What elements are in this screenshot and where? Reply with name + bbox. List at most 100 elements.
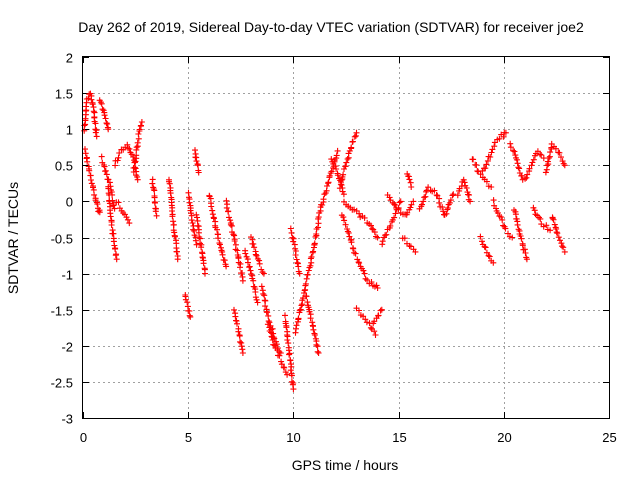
data-point bbox=[340, 191, 347, 198]
data-point bbox=[368, 222, 374, 229]
data-point bbox=[296, 270, 303, 277]
data-point bbox=[187, 207, 194, 214]
data-point bbox=[173, 248, 180, 255]
data-point bbox=[246, 263, 253, 270]
data-point bbox=[473, 162, 480, 168]
data-point bbox=[92, 120, 99, 127]
data-point bbox=[524, 171, 531, 178]
data-point bbox=[502, 129, 509, 136]
data-point bbox=[288, 372, 295, 379]
data-point bbox=[538, 152, 545, 158]
data-point bbox=[550, 216, 557, 223]
data-point bbox=[114, 157, 121, 164]
data-point bbox=[344, 156, 351, 162]
y-tick-label: -3 bbox=[61, 412, 73, 427]
data-point bbox=[102, 167, 109, 174]
data-point bbox=[479, 238, 485, 245]
data-point bbox=[353, 129, 360, 136]
data-point bbox=[310, 326, 317, 333]
data-point bbox=[361, 214, 368, 221]
data-point bbox=[258, 283, 265, 290]
data-point bbox=[86, 167, 93, 174]
data-point bbox=[98, 153, 105, 160]
data-point bbox=[522, 250, 529, 256]
data-point bbox=[311, 240, 318, 247]
data-point bbox=[531, 207, 538, 214]
data-point bbox=[134, 173, 141, 180]
data-point bbox=[440, 208, 447, 215]
data-point bbox=[558, 240, 565, 247]
data-point bbox=[252, 251, 259, 258]
data-point bbox=[314, 343, 321, 350]
data-point bbox=[221, 257, 228, 264]
data-point bbox=[371, 328, 378, 335]
data-point bbox=[392, 210, 399, 217]
data-point bbox=[367, 324, 374, 331]
data-point bbox=[187, 313, 194, 320]
data-point bbox=[460, 176, 467, 183]
x-tick-label: 10 bbox=[286, 430, 300, 445]
data-point bbox=[420, 198, 427, 205]
data-point bbox=[102, 115, 109, 122]
data-point bbox=[276, 352, 283, 359]
data-point bbox=[396, 199, 403, 206]
data-point bbox=[256, 257, 263, 264]
data-point bbox=[278, 358, 285, 365]
data-point bbox=[256, 260, 263, 267]
data-point bbox=[308, 253, 315, 260]
data-point bbox=[126, 220, 133, 227]
y-tick-label: -2.5 bbox=[51, 376, 73, 391]
data-point bbox=[336, 185, 343, 192]
data-point bbox=[387, 222, 394, 229]
data-point bbox=[130, 153, 137, 160]
data-point bbox=[377, 307, 384, 314]
x-axis-ticks: 0 5 10 15 20 25 bbox=[80, 57, 617, 445]
data-point bbox=[238, 343, 245, 350]
data-point bbox=[307, 315, 314, 322]
data-point bbox=[485, 252, 492, 259]
data-point bbox=[545, 155, 552, 161]
data-point bbox=[227, 221, 234, 228]
y-tick-label: -1 bbox=[61, 268, 73, 283]
data-point bbox=[287, 225, 294, 232]
data-point bbox=[509, 234, 516, 241]
data-point bbox=[115, 199, 122, 206]
data-point bbox=[305, 267, 312, 274]
data-point bbox=[297, 306, 304, 313]
data-point bbox=[386, 194, 393, 201]
data-point bbox=[351, 133, 358, 140]
data-point bbox=[463, 185, 470, 191]
data-point bbox=[352, 132, 359, 139]
chart-title: Day 262 of 2019, Sidereal Day-to-day VTE… bbox=[78, 19, 584, 35]
data-point bbox=[111, 242, 118, 249]
data-point bbox=[561, 248, 568, 255]
data-point bbox=[559, 158, 566, 165]
data-point bbox=[540, 223, 547, 230]
data-point bbox=[339, 188, 346, 195]
x-tick-label: 25 bbox=[602, 430, 616, 445]
data-point bbox=[553, 225, 560, 232]
data-point bbox=[483, 178, 490, 185]
data-point bbox=[436, 199, 443, 206]
data-point bbox=[111, 205, 118, 212]
data-point bbox=[106, 191, 113, 198]
data-point bbox=[337, 181, 344, 188]
data-point bbox=[551, 221, 558, 228]
data-point bbox=[223, 263, 230, 270]
data-point bbox=[412, 248, 419, 255]
data-point bbox=[523, 256, 530, 263]
data-point bbox=[338, 177, 345, 184]
data-point bbox=[245, 259, 251, 266]
data-point bbox=[281, 364, 288, 371]
data-point bbox=[490, 259, 497, 266]
y-tick-label: 0 bbox=[66, 195, 73, 210]
data-point bbox=[239, 277, 246, 284]
data-point bbox=[320, 196, 327, 203]
data-point bbox=[98, 100, 105, 107]
x-tick-label: 20 bbox=[497, 430, 511, 445]
data-point bbox=[519, 242, 526, 249]
data-point bbox=[260, 290, 267, 297]
data-point bbox=[371, 318, 378, 325]
data-point bbox=[197, 240, 203, 247]
data-point bbox=[186, 312, 193, 319]
